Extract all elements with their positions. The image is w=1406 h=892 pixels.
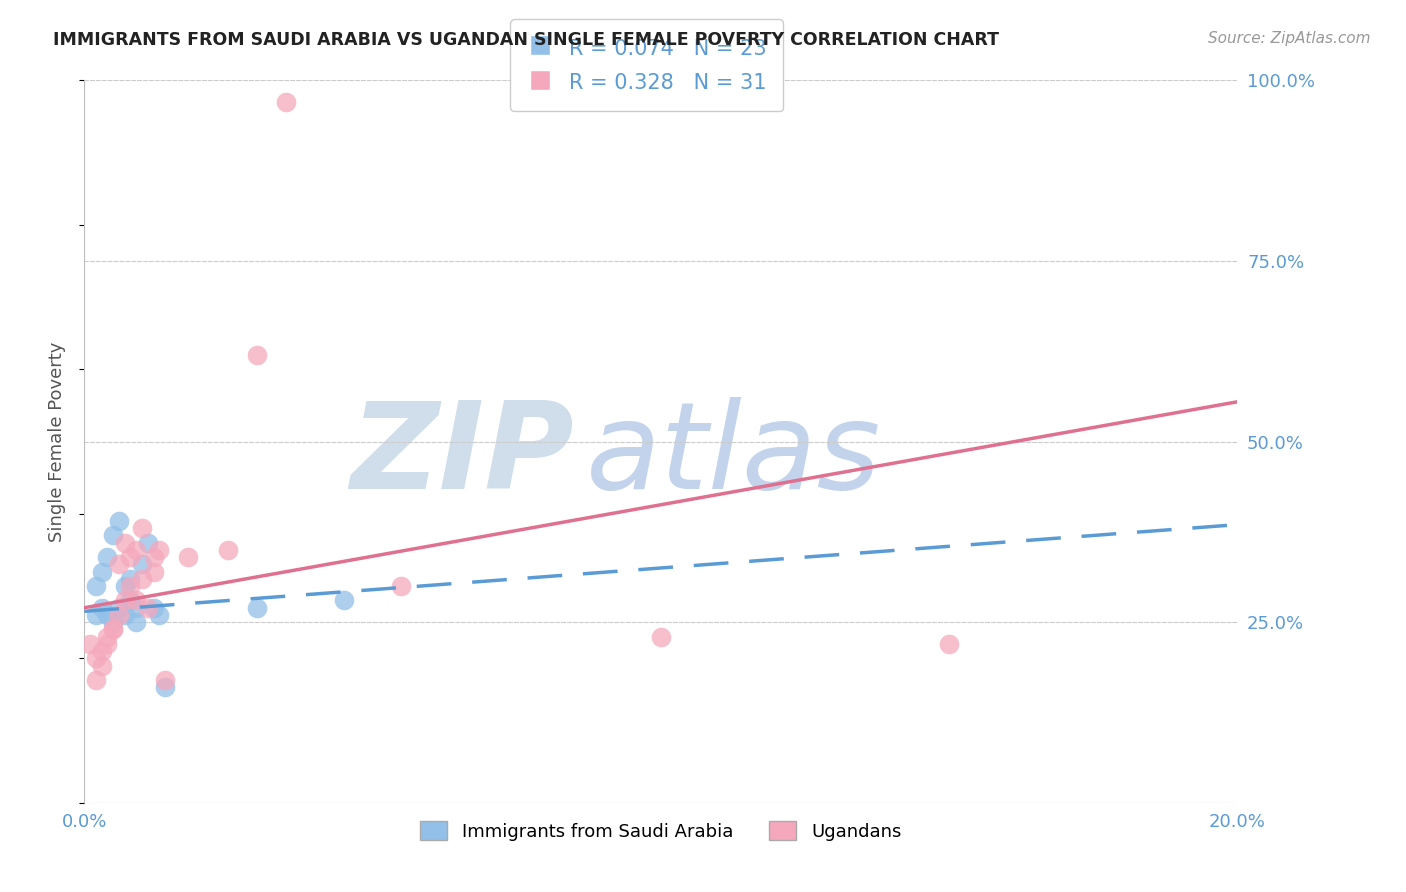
Point	[125, 615, 148, 630]
Point	[96, 607, 118, 622]
Point	[148, 607, 170, 622]
Point	[120, 572, 142, 586]
Point	[153, 680, 176, 694]
Point	[120, 593, 142, 607]
Point	[142, 565, 165, 579]
Point	[103, 615, 124, 630]
Point	[108, 558, 131, 572]
Point	[276, 95, 298, 109]
Point	[114, 593, 136, 607]
Point	[90, 658, 112, 673]
Point	[153, 673, 176, 687]
Point	[333, 593, 356, 607]
Point	[125, 593, 148, 607]
Point	[114, 607, 136, 622]
Point	[114, 579, 136, 593]
Point	[96, 550, 118, 565]
Point	[148, 542, 170, 557]
Point	[125, 542, 148, 557]
Point	[938, 637, 960, 651]
Point	[650, 630, 672, 644]
Point	[90, 565, 112, 579]
Point	[84, 673, 107, 687]
Point	[103, 623, 124, 637]
Point	[79, 637, 101, 651]
Point	[246, 600, 269, 615]
Point	[108, 607, 131, 622]
Point	[131, 521, 153, 535]
Point	[142, 550, 165, 565]
Text: atlas: atlas	[586, 398, 882, 515]
Text: IMMIGRANTS FROM SAUDI ARABIA VS UGANDAN SINGLE FEMALE POVERTY CORRELATION CHART: IMMIGRANTS FROM SAUDI ARABIA VS UGANDAN …	[53, 31, 1000, 49]
Point	[120, 550, 142, 565]
Point	[246, 348, 269, 362]
Text: Source: ZipAtlas.com: Source: ZipAtlas.com	[1208, 31, 1371, 46]
Point	[136, 535, 159, 549]
Point	[84, 651, 107, 665]
Point	[218, 542, 240, 557]
Point	[114, 535, 136, 549]
Point	[142, 600, 165, 615]
Point	[125, 600, 148, 615]
Point	[108, 514, 131, 528]
Point	[131, 558, 153, 572]
Point	[90, 644, 112, 658]
Legend: Immigrants from Saudi Arabia, Ugandans: Immigrants from Saudi Arabia, Ugandans	[413, 814, 908, 848]
Point	[131, 572, 153, 586]
Point	[103, 528, 124, 542]
Point	[120, 579, 142, 593]
Point	[90, 600, 112, 615]
Point	[136, 600, 159, 615]
Point	[84, 579, 107, 593]
Y-axis label: Single Female Poverty: Single Female Poverty	[48, 342, 66, 541]
Point	[96, 630, 118, 644]
Text: ZIP: ZIP	[350, 398, 575, 515]
Point	[108, 600, 131, 615]
Point	[177, 550, 200, 565]
Point	[84, 607, 107, 622]
Point	[391, 579, 413, 593]
Point	[103, 623, 124, 637]
Point	[96, 637, 118, 651]
